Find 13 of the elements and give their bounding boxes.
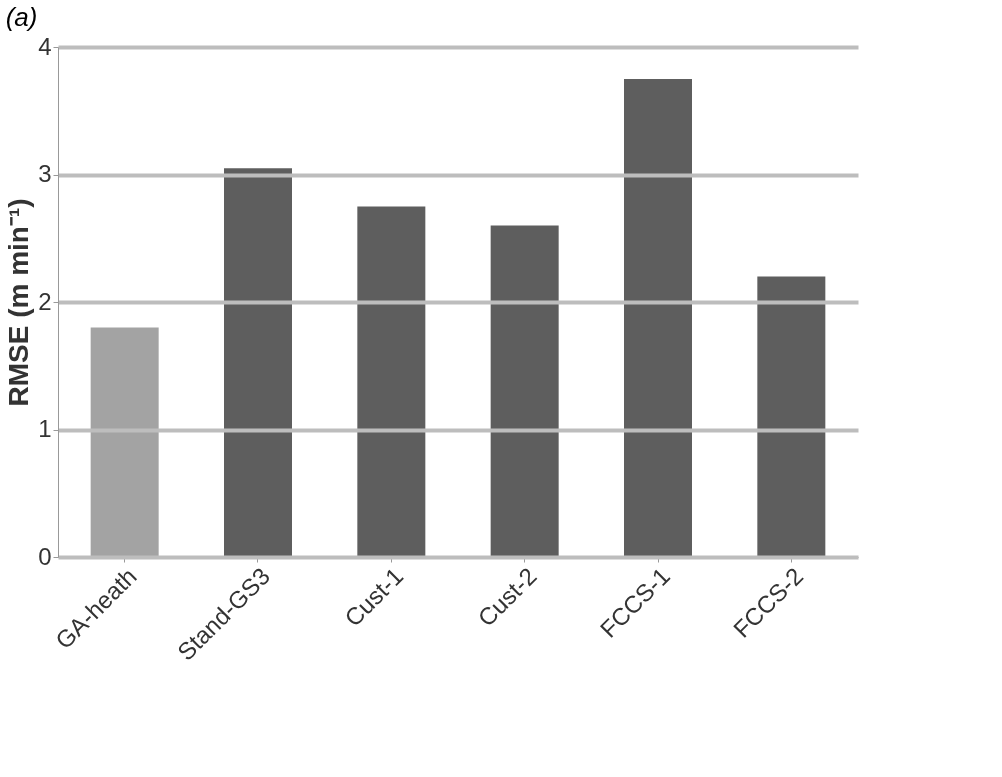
bar: [90, 327, 159, 557]
bar: [757, 276, 826, 557]
bar: [357, 206, 426, 557]
y-tick-label: 0: [38, 542, 52, 570]
y-tick-label: 1: [38, 415, 52, 442]
bar: [490, 225, 559, 557]
y-tick-label: 3: [38, 160, 52, 187]
y-tick-label: 2: [38, 287, 52, 315]
bar: [624, 78, 692, 557]
bar: [224, 168, 292, 557]
y-axis-title: RMSE (m min⁻¹): [3, 198, 35, 407]
y-tick-label: 4: [38, 32, 52, 60]
chart-title: (a): [5, 2, 38, 32]
